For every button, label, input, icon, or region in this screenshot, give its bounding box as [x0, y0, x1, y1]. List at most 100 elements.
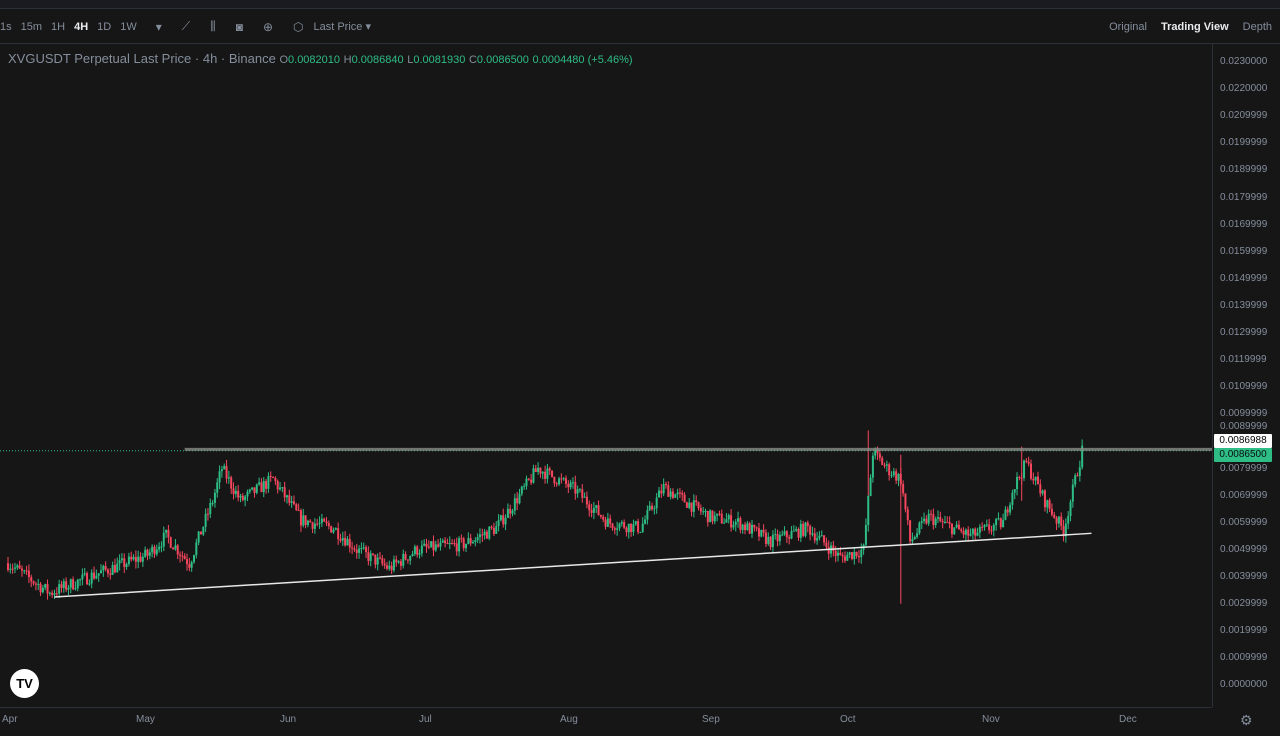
chart-toolbar: 1s 15m 1H 4H 1D 1W ▾ ⟋ ⫼ ◙ ⊕ ⬡ Last Pric…: [0, 10, 1280, 44]
candle-body: [223, 465, 226, 470]
interval-1s[interactable]: 1s: [0, 20, 12, 33]
time-axis[interactable]: Apr May Jun Jul Aug Sep Oct Nov Dec: [0, 707, 1212, 736]
interval-15m[interactable]: 15m: [20, 20, 43, 33]
candle-body: [778, 534, 781, 542]
view-trading-view[interactable]: Trading View: [1160, 21, 1229, 33]
candle-body: [234, 490, 237, 494]
candle-body: [102, 565, 105, 571]
price-tick: 0.0049999: [1220, 543, 1268, 555]
candle-body: [597, 505, 600, 516]
candle-body: [553, 476, 556, 484]
candle-body: [713, 515, 716, 522]
view-original[interactable]: Original: [1109, 21, 1147, 33]
candle-body: [218, 471, 221, 483]
candle-body: [244, 496, 247, 501]
candle-body: [658, 490, 660, 498]
price-tick: 0.0069999: [1220, 489, 1268, 501]
price-type-select[interactable]: Last Price ▾: [313, 21, 371, 33]
candle-body: [832, 545, 835, 551]
price-tick: 0.0089999: [1220, 421, 1268, 432]
candle-body: [702, 511, 705, 513]
interval-4h[interactable]: 4H: [74, 20, 89, 33]
candle-body: [397, 561, 400, 563]
axis-settings-icon[interactable]: ⚙: [1240, 712, 1253, 728]
interval-1d[interactable]: 1D: [97, 20, 112, 33]
interval-dropdown-icon[interactable]: ▾: [155, 19, 162, 34]
candle-body: [492, 527, 495, 534]
price-tick: 0.0119999: [1220, 354, 1267, 366]
candle-body: [174, 545, 177, 550]
price-type-label: Last Price: [313, 21, 363, 33]
candle-body: [641, 523, 644, 532]
settings-hex-icon[interactable]: ⬡: [293, 19, 304, 34]
indicator-icon[interactable]: ⟋: [181, 19, 191, 33]
candle-body: [125, 564, 128, 568]
candle-body: [332, 529, 335, 533]
camera-icon[interactable]: ◙: [235, 19, 243, 34]
candle-body: [751, 524, 753, 534]
candle-body: [320, 518, 323, 523]
candle-body: [518, 493, 521, 504]
candle-body: [634, 521, 637, 525]
candle-body: [741, 524, 744, 530]
candle-body: [151, 546, 154, 553]
price-tick: 0.0189999: [1220, 164, 1268, 176]
candle-body: [1025, 460, 1028, 462]
view-depth[interactable]: Depth: [1242, 21, 1272, 33]
interval-1h[interactable]: 1H: [51, 20, 66, 33]
interval-1w[interactable]: 1W: [120, 20, 137, 33]
candle-body: [581, 489, 584, 498]
candle-body: [1013, 489, 1016, 493]
candlestick-chart[interactable]: [0, 44, 1212, 707]
candle-body: [288, 495, 291, 503]
time-tick: Aug: [560, 714, 578, 725]
add-icon[interactable]: ⊕: [262, 19, 273, 34]
candle-body: [537, 467, 540, 472]
candle-body: [9, 568, 12, 570]
candle-body: [388, 565, 391, 569]
candle-body: [467, 538, 470, 544]
candle-body: [95, 575, 98, 579]
candle-body: [183, 556, 186, 560]
candle-body: [427, 546, 430, 548]
candle-body: [211, 502, 214, 504]
candle-body: [79, 579, 82, 581]
candle-body: [337, 528, 340, 539]
candle-type-icon[interactable]: ⫼: [210, 19, 216, 33]
candle-body: [869, 477, 872, 496]
candle-body: [276, 480, 279, 490]
candle-body: [718, 513, 721, 515]
candle-body: [576, 489, 579, 494]
candle-body: [93, 572, 96, 579]
tradingview-logo[interactable]: TV: [10, 669, 39, 698]
candle-body: [788, 537, 791, 539]
candle-body: [1032, 478, 1035, 481]
candle-body: [62, 581, 65, 588]
candle-body: [602, 516, 605, 520]
candle-body: [362, 547, 365, 549]
candle-body: [685, 502, 688, 508]
candle-body: [213, 492, 216, 503]
candle-body: [451, 542, 454, 544]
candle-body: [953, 527, 956, 535]
candle-body: [974, 528, 977, 536]
candle-body: [669, 491, 672, 497]
open-label: O: [279, 54, 289, 66]
candle-body: [283, 487, 286, 498]
candle-body: [690, 502, 693, 512]
candle-body: [906, 509, 909, 521]
candle-body: [1053, 514, 1056, 518]
candle-body: [16, 565, 19, 568]
candle-body: [279, 487, 282, 490]
candle-body: [1076, 475, 1079, 477]
price-tick: 0.0139999: [1220, 299, 1268, 311]
candle-body: [1039, 484, 1042, 494]
candle-body: [769, 536, 772, 548]
candle-body: [523, 485, 526, 487]
candle-body: [995, 519, 998, 526]
time-tick: Jun: [280, 714, 297, 725]
price-axis[interactable]: 0.0230000 0.0220000 0.0209999 0.0199999 0.01…: [1212, 44, 1280, 707]
candle-body: [711, 510, 714, 522]
candle-body: [860, 549, 863, 558]
candle-body: [41, 587, 44, 593]
